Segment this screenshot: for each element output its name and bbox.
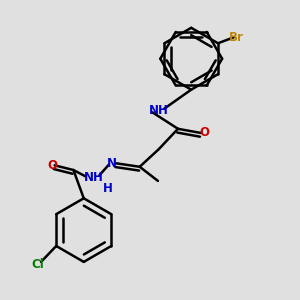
Text: NH: NH xyxy=(149,104,169,117)
Text: Br: Br xyxy=(229,31,244,44)
Text: O: O xyxy=(47,159,57,172)
Text: O: O xyxy=(199,126,209,140)
Text: Cl: Cl xyxy=(31,258,44,271)
Text: NH: NH xyxy=(83,171,103,184)
Text: H: H xyxy=(103,182,112,195)
Text: N: N xyxy=(107,157,117,170)
